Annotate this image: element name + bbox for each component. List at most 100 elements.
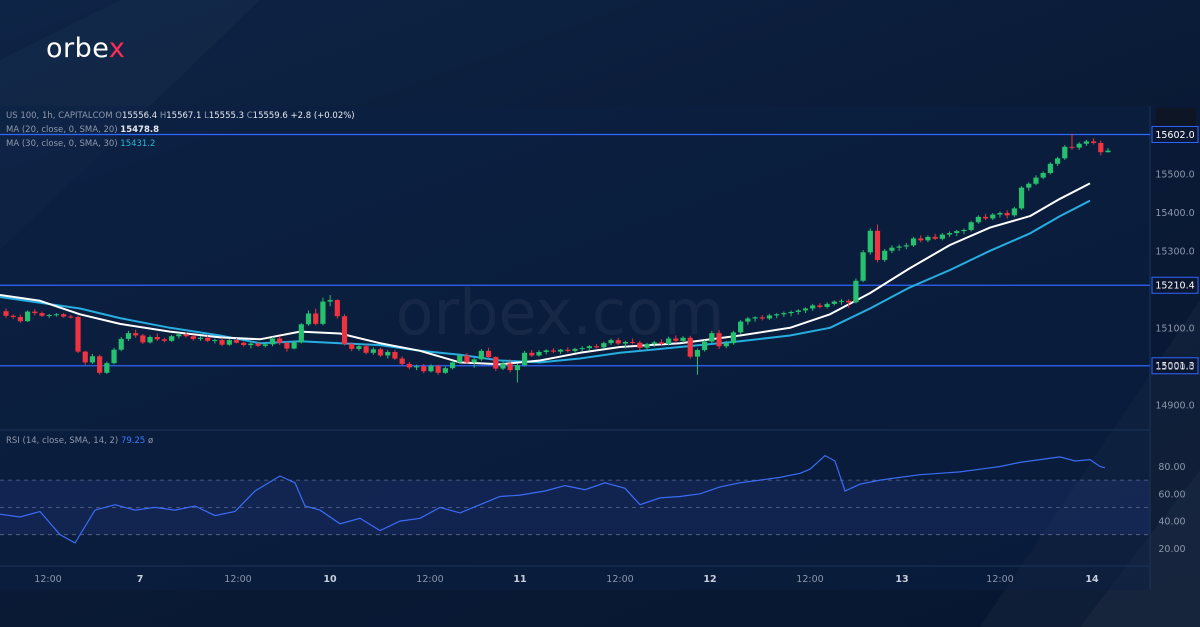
ma20-value: 15478.8 [120,125,159,135]
time-tick-label: 11 [513,574,526,585]
candle-body [946,233,953,235]
candle-body [399,358,405,364]
candle-body [111,349,117,364]
candle-body [1011,208,1017,216]
candle-body [673,338,679,341]
candle-body [608,340,614,344]
time-tick-label: 12:00 [986,574,1013,585]
candle-body [824,303,830,307]
ma30-label: MA (30, close, 0, SMA, 30) [6,139,118,149]
candle-body [125,333,132,339]
candle-body [457,355,463,363]
candle-body [644,343,650,348]
candle-body [341,316,348,344]
candle-body [795,310,801,312]
candle-body [997,213,1003,215]
candle-body [810,305,816,309]
candle-body [514,365,520,371]
candle-body [745,318,751,322]
candle-body [154,336,160,340]
candle-body [781,313,787,315]
price-tick-label: 14900.0 [1155,400,1194,411]
rsi-tick-label: 80.00 [1158,462,1185,473]
candle-body [666,338,672,344]
level-label-box [1151,125,1199,143]
candle-body [529,352,535,356]
candle-body [421,366,427,372]
watermark: orbex.com [396,276,725,349]
rsi-legend: RSI (14, close, SMA, 14, 2) 79.25 ø [6,436,153,446]
logo-x-icon: x [108,33,126,64]
candle-body [147,336,153,343]
candle-body [586,346,593,349]
candle-body [140,335,146,343]
candle-body [370,349,376,353]
price-tick-label: 15400.0 [1155,208,1194,219]
candle-body [435,365,441,373]
candle-body [658,342,665,344]
horizontal-levels: 15602.0 15210.4 15001.3 [0,125,1199,375]
candle-body [601,343,607,348]
candle-body [413,366,420,368]
ohlc-legend: US 100, 1h, CAPITALCOM O15556.4 H15567.1… [6,111,355,121]
candle-body [766,315,773,319]
candle-body [313,313,319,324]
candle-body [889,247,895,251]
candle-body [205,337,211,341]
candle-body [334,300,340,317]
rsi-value: 79.25 [120,436,146,446]
time-tick-label: 12:00 [606,574,633,585]
candle-body [1090,141,1097,143]
candle-body [176,334,182,337]
candle-body [1076,143,1082,148]
time-tick-label: 12:00 [224,574,251,585]
candle-body [630,341,636,343]
high-value: 15567.1 [166,111,202,121]
candle-body [97,356,103,373]
candle-body [882,250,888,260]
candle-body [1040,172,1046,178]
candle-body [104,363,110,373]
ma30-legend: MA (30, close, 0, SMA, 30) 15431.2 [6,139,155,149]
time-tick-label: 12:00 [796,574,823,585]
low-value: 15555.3 [208,111,245,121]
candle-body [305,313,312,325]
candle-body [846,300,852,303]
rsi-path [0,454,1106,544]
close-value: 15559.6 [252,111,288,121]
candle-body [68,316,74,318]
candle-body [269,338,276,345]
candle-body [860,252,866,281]
candle-body [262,344,268,346]
ma30-value: 15431.2 [120,139,156,149]
candle-body [615,340,621,344]
candle-body [932,236,938,239]
candle-body [565,349,571,351]
candle-body [327,300,333,302]
candle-body [925,236,931,241]
candle-body [622,341,629,344]
candle-body [1054,158,1061,164]
candle-body [579,348,585,350]
rsi-tick-label: 60.00 [1158,489,1185,500]
time-tick-label: 14 [1085,574,1099,585]
close-label: C [246,111,253,121]
candle-body [219,340,225,345]
candle-body [493,357,499,369]
candle-body [853,280,859,303]
candle-body [1098,142,1104,153]
candle-body [896,246,902,248]
low-label: L [204,111,209,121]
ma20-label: MA (20, close, 0, SMA, 20) [6,125,118,135]
candle-body [730,332,737,344]
candle-body [428,365,434,372]
candle-body [392,352,398,359]
candle-body [680,337,686,341]
candle-body [774,314,780,316]
candle-body [543,350,549,353]
ma20-line [0,182,1091,366]
candle-body [406,363,412,368]
symbol-label: US 100, 1h, CAPITALCOM [6,111,113,121]
high-label: H [159,111,167,121]
